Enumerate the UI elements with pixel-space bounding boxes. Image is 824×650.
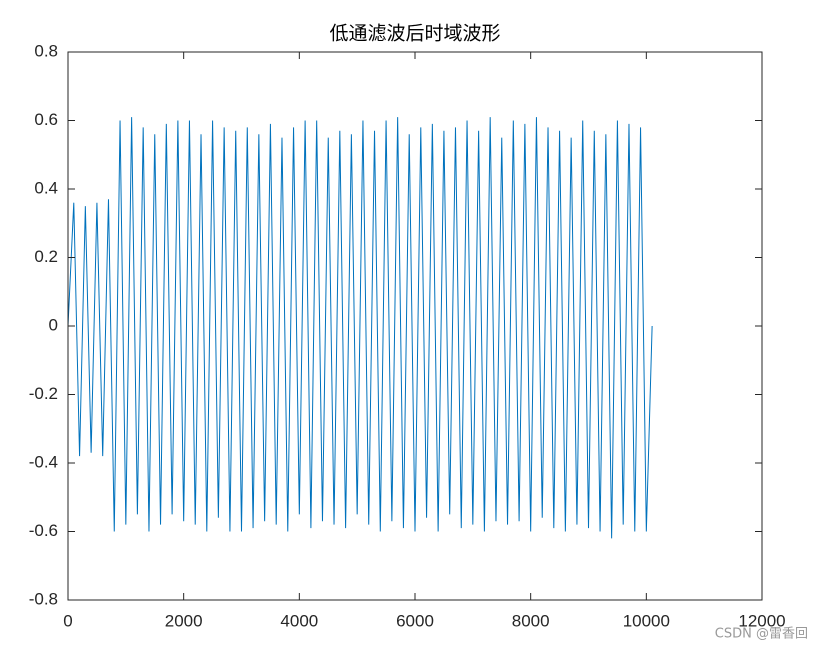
y-tick-label: -0.4 [29, 452, 58, 471]
signal-line [67, 117, 653, 539]
x-tick-label: 4000 [280, 611, 318, 630]
y-tick-label: 0.2 [34, 247, 58, 266]
watermark: CSDN @雷香回 [715, 627, 808, 642]
y-tick-label: -0.6 [29, 521, 58, 540]
y-tick-label: 0.8 [34, 41, 58, 60]
x-tick-label: 6000 [396, 611, 434, 630]
x-tick-label: 2000 [165, 611, 203, 630]
x-tick-label: 12000 [738, 611, 785, 630]
x-tick-label: 8000 [512, 611, 550, 630]
chart-title: 低通滤波后时域波形 [329, 23, 500, 45]
x-tick-label: 10000 [623, 611, 670, 630]
y-tick-label: 0.4 [34, 178, 58, 197]
y-tick-label: -0.8 [29, 589, 58, 608]
y-tick-label: 0.6 [34, 110, 58, 129]
y-tick-label: 0 [49, 315, 58, 334]
x-tick-label: 0 [63, 611, 72, 630]
y-tick-label: -0.2 [29, 384, 58, 403]
